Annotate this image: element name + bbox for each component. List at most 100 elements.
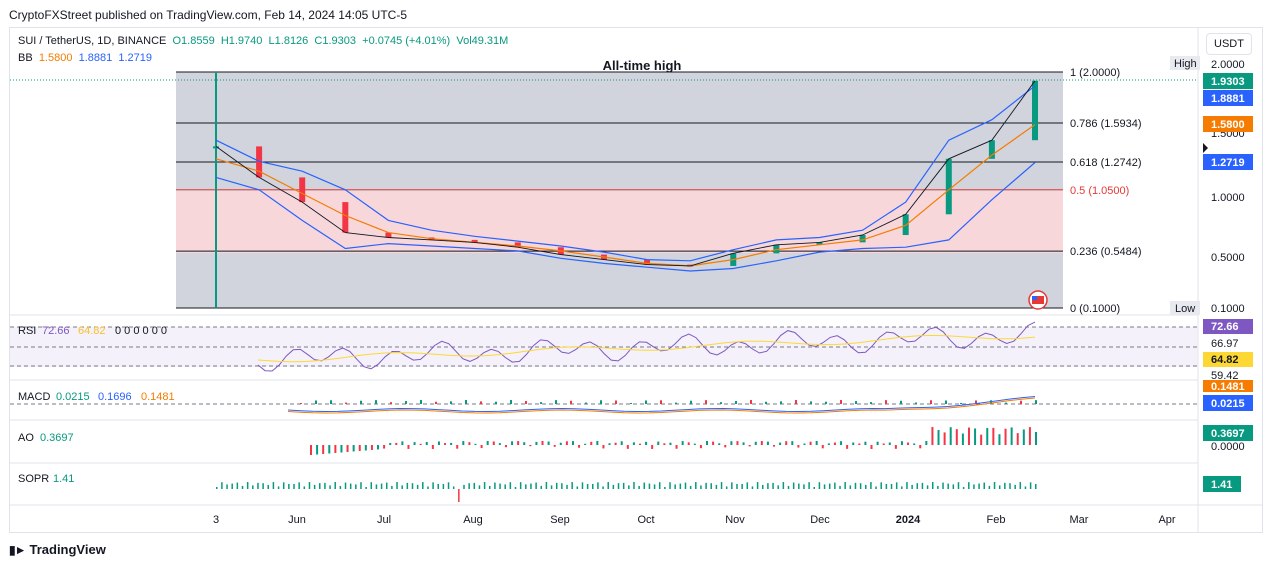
macd-hist-bar — [900, 400, 902, 404]
sopr-bar — [1014, 484, 1016, 489]
sopr-bar — [885, 483, 888, 489]
ao-bar — [797, 445, 800, 448]
ao-bar — [638, 443, 641, 445]
candle — [342, 202, 349, 233]
sopr-bar — [519, 482, 522, 489]
sopr-bar — [633, 482, 635, 489]
macd-label[interactable]: MACD — [18, 391, 50, 403]
sopr-bar — [684, 482, 687, 489]
ao-bar — [535, 441, 538, 445]
ao-bar — [626, 445, 629, 449]
ao-bar — [346, 445, 349, 452]
macd-hist-bar — [1005, 402, 1007, 404]
sopr-bar — [612, 484, 615, 489]
ao-bar — [919, 445, 922, 449]
ao-bar — [852, 442, 855, 445]
sopr-bar — [1019, 482, 1022, 489]
ao-bar — [571, 441, 574, 445]
ao-bar — [913, 443, 916, 445]
sopr-bar — [355, 484, 357, 489]
sopr-bar — [288, 483, 290, 489]
ao-bar — [1016, 433, 1019, 445]
sopr-bar — [252, 485, 254, 489]
currency-button[interactable]: USDT — [1206, 33, 1252, 55]
time-axis[interactable]: 3 Jun Jul Aug Sep Oct Nov Dec 2024 Feb Mar Apr — [213, 514, 1176, 526]
sopr-bar — [216, 487, 218, 489]
x-tick-label: Jul — [377, 514, 391, 526]
symbol-legend: SUI / TetherUS, 1D, BINANCE O1.8559 H1.9… — [18, 35, 508, 47]
macd-hist-bar — [960, 402, 962, 404]
sopr-bar — [313, 484, 316, 489]
sopr-bar — [437, 483, 439, 489]
sopr-bar — [669, 482, 671, 489]
x-tick-label: Apr — [1158, 514, 1175, 526]
sopr-bar — [875, 486, 877, 489]
chart-frame — [9, 27, 1263, 533]
macd-hist-bar — [945, 400, 947, 404]
sopr-bar — [509, 482, 512, 489]
ao-bar — [389, 443, 392, 445]
macd-hist-bar — [825, 401, 827, 404]
ao-bar — [602, 445, 605, 449]
ao-badge-bg — [1203, 425, 1253, 441]
macd-hist-bar — [750, 400, 752, 404]
macd-signal-badge-bg — [1203, 380, 1253, 392]
macd-hist-bar — [540, 402, 542, 404]
ao-bar — [809, 441, 812, 445]
ao-bar — [492, 441, 495, 445]
ao-bar — [511, 441, 514, 445]
ao-bar — [827, 443, 830, 445]
ao-bar — [742, 442, 745, 445]
bb-label[interactable]: BB — [18, 52, 33, 64]
sopr-bar — [854, 482, 857, 489]
sopr-value: 1.41 — [53, 473, 74, 485]
ao-bar — [840, 441, 843, 445]
ao-bar — [547, 441, 550, 445]
bb-upper-badge: 1.8881 — [1211, 93, 1245, 105]
candle — [945, 158, 952, 215]
sopr-bar — [226, 484, 228, 489]
sopr-bar — [561, 483, 563, 489]
ao-bar — [425, 441, 428, 445]
symbol-name[interactable]: SUI / TetherUS, 1D, BINANCE — [18, 35, 167, 47]
sopr-bar — [725, 486, 728, 489]
ao-bar — [974, 428, 977, 445]
low-label: Low — [1175, 303, 1195, 315]
publisher-line: CryptoFXStreet published on TradingView.… — [9, 8, 407, 22]
candle — [859, 235, 866, 243]
bb-lower-line — [215, 162, 1036, 272]
rsi-line — [257, 321, 1036, 372]
sopr-bar — [308, 482, 311, 489]
ao-label[interactable]: AO — [18, 432, 34, 444]
ao-bar — [504, 445, 507, 448]
sopr-bar — [741, 483, 743, 489]
ao-bar — [712, 441, 715, 445]
sopr-bar — [679, 483, 682, 489]
footer-brand[interactable]: ▮► TradingView — [9, 542, 106, 557]
macd-hist-bar — [570, 400, 572, 404]
sopr-bar — [942, 482, 944, 489]
ao-bar — [931, 427, 934, 445]
ao-bar — [352, 445, 355, 452]
sopr-bar — [329, 485, 331, 489]
sopr-bar — [370, 482, 373, 489]
ao-bar — [736, 441, 739, 445]
ao-bar — [395, 442, 398, 445]
sopr-bar — [1029, 482, 1032, 489]
sopr-bar — [525, 484, 527, 489]
rsi-badge-bg — [1203, 319, 1253, 334]
bb-lower-value: 1.2719 — [118, 52, 153, 64]
ao-bar — [888, 442, 891, 445]
ao-bar — [803, 443, 806, 445]
low-label-bg — [1170, 301, 1200, 315]
ohlc-change: +0.0745 (+4.01%) — [362, 35, 451, 47]
ao-bar — [693, 443, 696, 445]
ao-bar — [748, 445, 751, 447]
sopr-bar — [839, 485, 841, 489]
flag-canton — [1032, 296, 1037, 300]
sopr-label[interactable]: SOPR — [18, 473, 49, 485]
rsi-label[interactable]: RSI — [18, 325, 36, 337]
macd-hist-bar — [360, 400, 362, 404]
macd-hist-bar — [930, 400, 932, 404]
macd-hist-bar — [330, 400, 332, 404]
